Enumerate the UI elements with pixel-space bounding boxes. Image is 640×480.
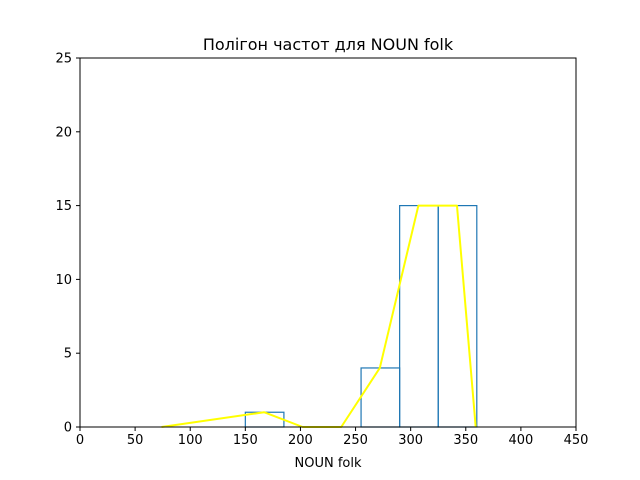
x-axis: 0 50 100 150 200 250 300 350 400 450 (76, 427, 589, 448)
y-tick-label: 15 (55, 199, 72, 214)
x-tick-label: 150 (233, 433, 258, 448)
x-tick-label: 100 (178, 433, 203, 448)
x-tick-label: 450 (564, 433, 589, 448)
axes-frame (79, 57, 577, 428)
x-tick-label: 0 (76, 433, 84, 448)
histogram-bar (437, 205, 478, 428)
frequency-polygon-line (161, 204, 477, 428)
x-tick-label: 200 (288, 433, 313, 448)
histogram-bar (360, 367, 401, 428)
x-tick-label: 250 (343, 433, 368, 448)
y-tick-label: 10 (55, 273, 72, 288)
y-tick-label: 5 (64, 347, 72, 362)
chart-title: Полігон частот для NOUN folk (203, 35, 454, 54)
y-tick-label: 25 (55, 52, 72, 67)
y-tick-label: 20 (55, 125, 72, 140)
x-tick-label: 350 (453, 433, 478, 448)
x-tick-label: 300 (398, 433, 423, 448)
x-tick-label: 50 (127, 433, 144, 448)
x-axis-label: NOUN folk (295, 456, 362, 471)
x-tick-label: 400 (508, 433, 533, 448)
plot-area (161, 204, 478, 428)
y-tick-label: 0 (64, 421, 72, 436)
histogram-bar (399, 205, 439, 428)
y-axis: 0 5 10 15 20 25 (55, 52, 80, 436)
